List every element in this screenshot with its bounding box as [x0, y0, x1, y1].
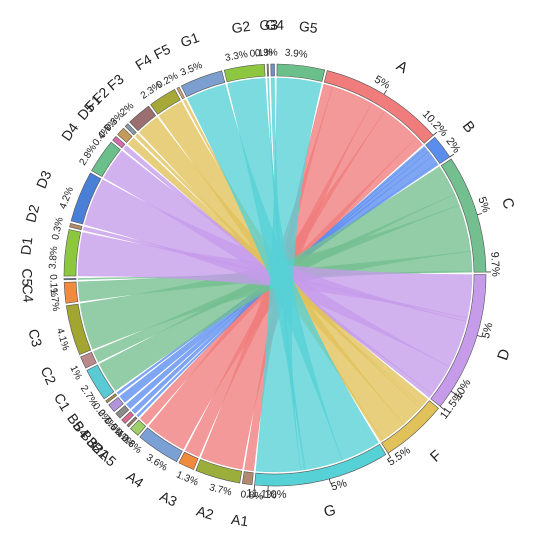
- target-label-a3: A3: [157, 488, 180, 510]
- arc-layer: [63, 63, 487, 487]
- tick-mark-f-0: [387, 452, 392, 458]
- tick-mark-d-1: [450, 390, 456, 395]
- arc-b5: [105, 393, 118, 404]
- tick-label-c-0: 5%: [475, 195, 492, 214]
- tick-mark-b-0: [449, 153, 455, 158]
- arc-c: [440, 158, 487, 273]
- tick-mark-d-0: [477, 335, 483, 338]
- arc-d: [430, 274, 487, 407]
- arc-f3: [129, 105, 157, 132]
- target-label-c4: C4: [19, 284, 36, 303]
- value-label-c2: 1%: [67, 364, 83, 382]
- arc-g4: [270, 63, 275, 77]
- arc-a5: [130, 419, 147, 436]
- value-label-c5: 0.1%: [47, 274, 59, 297]
- target-label-c3: C3: [25, 327, 45, 349]
- arc-f1: [117, 127, 133, 143]
- value-label-f5: 0.2%: [155, 71, 180, 92]
- ribbon-g-g5: [255, 77, 322, 473]
- target-label-a2: A2: [195, 503, 216, 523]
- tick-mark-c-0: [477, 212, 483, 216]
- target-label-c1: C1: [51, 390, 74, 414]
- source-label-c: C: [498, 196, 517, 212]
- arc-b4: [108, 397, 124, 413]
- tick-mark-a-1: [432, 131, 438, 136]
- arc-g2: [223, 63, 266, 83]
- arc-d5: [112, 135, 126, 149]
- arc-f4: [150, 89, 181, 115]
- arc-f: [381, 400, 440, 454]
- arc-a3: [178, 451, 199, 471]
- tick-label-g-1: 10%: [265, 489, 287, 501]
- arc-d3: [70, 172, 102, 225]
- target-label-g3: G3: [259, 17, 278, 33]
- value-label-a2: 3.7%: [208, 482, 233, 498]
- tick-mark-d-2: [439, 405, 445, 410]
- value-label-a1: 0.8%: [240, 489, 264, 502]
- source-label-d: D: [494, 347, 514, 363]
- arc-a: [323, 70, 434, 144]
- target-label-g4: G4: [265, 17, 284, 33]
- target-label-d4: D4: [58, 120, 81, 144]
- source-label-f: F: [427, 447, 445, 466]
- arc-c1: [86, 364, 115, 400]
- arc-b: [425, 136, 451, 164]
- arc-a1: [241, 471, 254, 486]
- arc-d2: [69, 223, 83, 231]
- target-label-f4: F4: [132, 51, 154, 73]
- target-label-f3: F3: [104, 71, 127, 94]
- arc-a2: [195, 459, 243, 484]
- tick-mark-a-0: [383, 89, 387, 95]
- value-label-g2: 3.3%: [224, 49, 248, 64]
- tick-label-d-0: 5%: [480, 321, 496, 340]
- arc-f5: [176, 86, 185, 100]
- value-label-d1: 3.8%: [47, 246, 60, 270]
- arc-g: [254, 443, 387, 487]
- target-label-d3: D3: [33, 168, 55, 191]
- value-label-g1: 3.5%: [179, 60, 204, 79]
- arc-c5: [63, 278, 77, 281]
- arc-f2: [124, 123, 137, 136]
- arc-b1: [126, 416, 138, 428]
- value-label-g5: 3.9%: [284, 48, 308, 61]
- tick-mark-g-0: [328, 478, 331, 484]
- target-label-a4: A4: [124, 468, 147, 491]
- value-label-g3: 0.1%: [249, 47, 273, 59]
- source-label-b: B: [459, 118, 479, 136]
- arc-g5: [276, 63, 326, 82]
- target-label-a1: A1: [230, 511, 249, 529]
- source-label-a: A: [393, 57, 410, 77]
- target-label-d2: D2: [22, 203, 42, 224]
- value-label-a3: 1.3%: [175, 469, 200, 488]
- arc-c4: [63, 281, 79, 304]
- value-label-g4: 0.3%: [255, 47, 278, 59]
- target-label-g1: G1: [178, 29, 201, 50]
- source-label-g: G: [322, 502, 337, 521]
- tick-label-g-0: 5%: [330, 477, 349, 493]
- arc-c2: [80, 351, 97, 369]
- arc-b2: [121, 411, 135, 424]
- value-label-c3: 4.1%: [54, 327, 71, 352]
- arc-d1: [63, 229, 82, 277]
- arc-a4: [139, 427, 183, 463]
- ribbon-layer: [77, 77, 473, 473]
- arc-c3: [65, 303, 92, 355]
- arc-b3: [115, 405, 130, 419]
- value-label-d2: 0.3%: [50, 216, 66, 241]
- value-label-d3: 4.2%: [58, 185, 76, 210]
- target-label-c2: C2: [38, 364, 60, 387]
- value-label-c4: 1.7%: [48, 288, 62, 312]
- target-label-f5: F5: [151, 41, 173, 63]
- arc-g1: [180, 70, 226, 98]
- target-label-g2: G2: [231, 18, 252, 36]
- target-label-c5: C5: [19, 268, 35, 286]
- tick-label-g-2: 11.1%: [246, 488, 277, 502]
- ribbon-a-a5: [139, 137, 423, 426]
- arc-g3: [266, 63, 269, 77]
- target-label-g5: G5: [298, 18, 319, 36]
- arc-d4: [91, 141, 121, 178]
- tick-label-c-1: 9.7%: [488, 251, 501, 277]
- target-label-d1: D1: [17, 236, 35, 256]
